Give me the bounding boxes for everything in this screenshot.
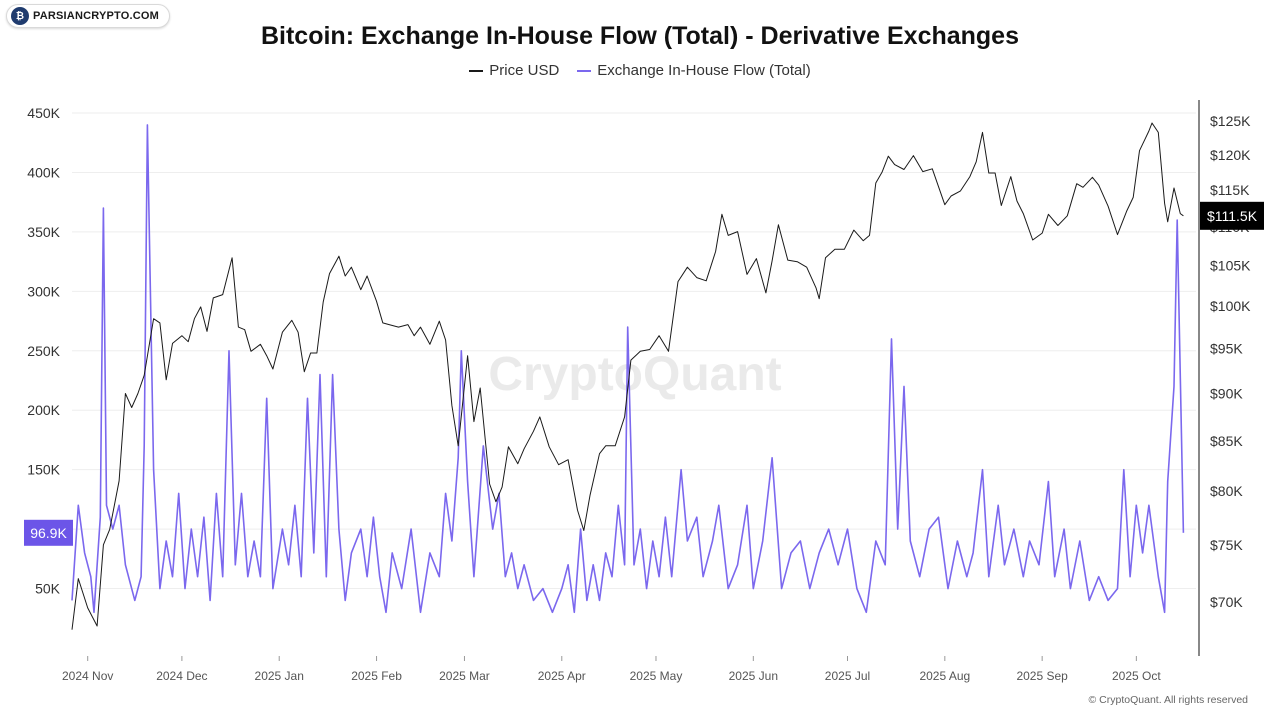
legend-item-price[interactable]: Price USD [469,62,559,79]
y-right-tick-label: $90K [1210,386,1243,402]
legend-swatch-flow [577,69,592,72]
y-right-tick-label: $70K [1210,594,1243,610]
x-tick-label: 2025 Jan [255,669,304,683]
x-axis: 2024 Nov 2024 Dec 2025 Jan 2025 Feb 2025 Mar… [62,656,1161,683]
y-left-tick-label: 200K [27,402,60,418]
series-line-price-usd [71,122,1184,630]
flow-current-value: 96.9K [30,525,67,541]
y-right-tick-label: $95K [1210,341,1243,357]
copyright-text: © CryptoQuant. All rights reserved [1088,694,1248,706]
x-tick-label: 2025 Oct [1112,669,1161,683]
x-tick-label: 2025 Sep [1016,669,1068,683]
y-left-tick-label: 150K [27,462,60,478]
legend-item-flow[interactable]: Exchange In-House Flow (Total) [577,62,811,79]
x-tick-label: 2025 Mar [439,669,490,683]
y-left-tick-label: 250K [27,343,60,359]
y-right-tick-label: $80K [1210,483,1243,499]
legend-label-flow: Exchange In-House Flow (Total) [597,62,811,79]
price-current-value: $111.5K [1207,208,1258,224]
gridlines [72,112,1196,590]
chart-title: Bitcoin: Exchange In-House Flow (Total) … [260,22,1019,50]
x-tick-label: 2025 Jul [825,669,870,683]
brand-logo: ₿ PARSIANCRYPTO.COM [6,4,171,28]
y-right-tick-label: $120K [1210,147,1251,163]
x-tick-label: 2025 Apr [538,669,586,683]
y-right-tick-label: $105K [1210,258,1251,274]
legend-swatch-price [469,69,484,72]
x-tick-label: 2025 Aug [919,669,970,683]
x-tick-label: 2024 Dec [156,669,207,683]
y-left-tick-label: 400K [27,164,60,180]
legend-label-price: Price USD [489,62,560,79]
y-right-tick-label: $85K [1210,433,1243,449]
y-right-tick-label: $100K [1210,298,1251,314]
y-left-tick-label: 300K [27,283,60,299]
price-current-badge [1200,201,1264,230]
x-tick-label: 2025 May [630,669,683,683]
x-tick-label: 2025 Jun [729,669,778,683]
y-axis-right: $125K$120K$115K$110K$105K$100K$95K$90K$8… [1198,100,1251,656]
x-tick-label: 2025 Feb [351,669,402,683]
chart-legend: Price USD Exchange In-House Flow (Total) [0,62,1280,79]
series-line-exchange-in-house-flow [71,124,1185,614]
y-left-tick-label: 50K [35,581,61,597]
brand-logo-text: PARSIANCRYPTO.COM [33,10,160,22]
y-right-tick-label: $125K [1210,113,1251,129]
series-lines [71,122,1185,630]
flow-current-badge [24,519,73,546]
current-value-badges: 96.9K $111.5K [24,201,1264,546]
coin-icon: ₿ [11,7,29,25]
y-right-tick-label: $75K [1210,537,1243,553]
y-right-tick-label: $115K [1210,182,1250,198]
y-left-tick-label: 450K [27,105,60,121]
x-tick-label: 2024 Nov [62,669,113,683]
y-left-tick-label: 350K [27,224,60,240]
